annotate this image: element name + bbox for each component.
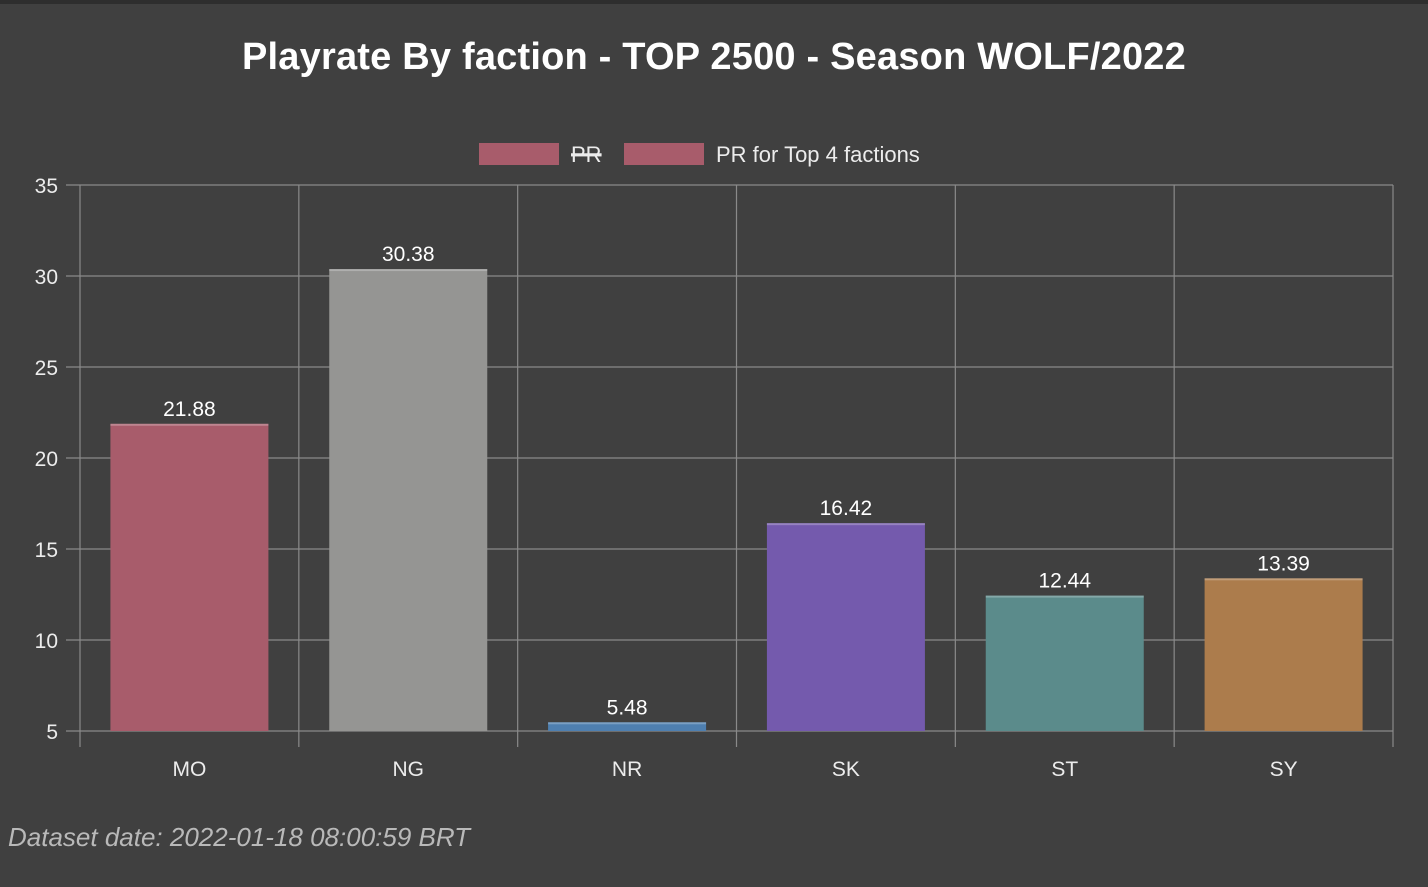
bars: 21.88 30.38 5.48 16.42 12.44 13.39 xyxy=(110,243,1363,731)
bar-ng[interactable] xyxy=(329,269,488,731)
y-tick-label: 15 xyxy=(35,539,58,562)
legend-label[interactable]: PR for Top 4 factions xyxy=(716,142,920,167)
bar-top-edge xyxy=(1204,578,1363,581)
y-tick-label: 10 xyxy=(35,630,58,653)
bar-value-label: 21.88 xyxy=(163,398,216,421)
y-tick-label: 25 xyxy=(35,357,58,380)
bar-value-label: 5.48 xyxy=(607,696,648,719)
legend-swatch[interactable] xyxy=(624,143,704,165)
bar-top-edge xyxy=(985,595,1144,598)
y-tick-label: 30 xyxy=(35,266,58,289)
bar-value-label: 12.44 xyxy=(1038,570,1091,593)
y-tick-label: 20 xyxy=(35,448,58,471)
dataset-date: Dataset date: 2022-01-18 08:00:59 BRT xyxy=(8,822,471,852)
bar-top-edge xyxy=(766,523,925,526)
bar-value-label: 16.42 xyxy=(820,497,873,520)
x-tick-label: NR xyxy=(612,758,642,781)
legend: PR PR for Top 4 factions xyxy=(479,142,920,167)
bar-top-edge xyxy=(110,423,269,426)
bar-nr[interactable] xyxy=(548,722,707,731)
x-tick-label: SY xyxy=(1270,758,1298,781)
grid-lines xyxy=(66,184,1394,747)
bar-top-edge xyxy=(329,269,488,272)
bar-chart: PR PR for Top 4 factions 5 10 15 20 25 30 35 21… xyxy=(35,142,1394,781)
x-tick-label: MO xyxy=(173,758,207,781)
chart-title: Playrate By faction - TOP 2500 - Season … xyxy=(242,36,1186,78)
bar-top-edge xyxy=(548,722,707,725)
y-axis: 5 10 15 20 25 30 35 xyxy=(35,175,58,744)
x-tick-label: ST xyxy=(1051,758,1078,781)
bar-sy[interactable] xyxy=(1204,578,1363,731)
bar-value-label: 13.39 xyxy=(1257,552,1310,575)
x-tick-label: NG xyxy=(393,758,425,781)
legend-swatch[interactable] xyxy=(479,143,559,165)
bar-mo[interactable] xyxy=(110,423,269,731)
bar-st[interactable] xyxy=(985,595,1144,731)
y-tick-label: 35 xyxy=(35,175,58,198)
bar-sk[interactable] xyxy=(766,523,925,731)
bar-value-label: 30.38 xyxy=(382,243,435,266)
x-tick-label: SK xyxy=(832,758,860,781)
x-axis: MO NG NR SK ST SY xyxy=(173,758,1298,781)
y-tick-label: 5 xyxy=(46,721,58,744)
